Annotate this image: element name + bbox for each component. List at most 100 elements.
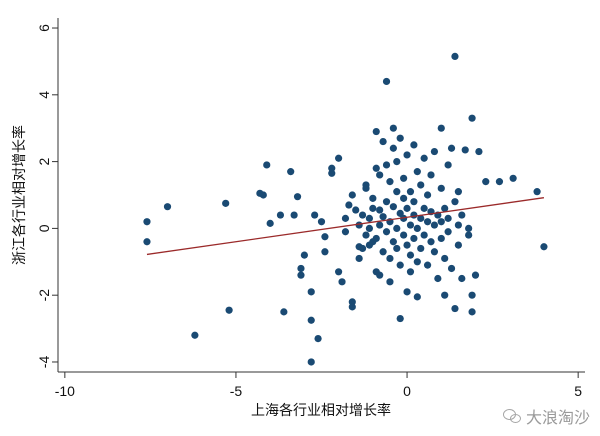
data-point xyxy=(300,251,308,259)
data-point xyxy=(454,188,462,196)
data-point xyxy=(454,221,462,229)
data-point xyxy=(362,231,370,239)
y-tick-label: 0 xyxy=(36,224,52,232)
data-point xyxy=(345,201,353,209)
data-point xyxy=(403,204,411,212)
data-point xyxy=(423,261,432,269)
data-point xyxy=(365,214,374,222)
data-point xyxy=(389,124,397,132)
data-point xyxy=(437,184,445,192)
data-point xyxy=(475,147,483,156)
x-axis-title: 上海各行业相对增长率 xyxy=(251,402,391,419)
data-point xyxy=(400,194,408,202)
data-point xyxy=(382,228,391,236)
data-point xyxy=(393,244,401,253)
data-point xyxy=(420,204,428,212)
data-point xyxy=(365,224,374,232)
data-point xyxy=(290,211,298,219)
data-point xyxy=(163,203,172,211)
data-point xyxy=(376,271,384,279)
data-point xyxy=(280,308,288,316)
data-point xyxy=(314,335,322,343)
data-point xyxy=(410,141,418,149)
data-point xyxy=(321,233,329,241)
data-point xyxy=(382,77,391,86)
data-point xyxy=(222,199,230,207)
data-point xyxy=(393,158,401,166)
data-point xyxy=(386,278,394,286)
y-tick-label: 6 xyxy=(36,24,52,32)
data-point xyxy=(263,161,271,169)
data-point xyxy=(417,181,425,189)
data-point xyxy=(413,293,421,301)
data-point xyxy=(400,174,408,182)
data-point xyxy=(413,168,421,176)
data-point xyxy=(410,234,418,243)
data-point xyxy=(437,218,445,226)
data-point xyxy=(410,211,418,219)
data-point xyxy=(379,248,387,256)
data-point xyxy=(458,274,466,283)
data-point xyxy=(321,248,329,256)
data-point xyxy=(386,254,394,263)
y-tick-label: -2 xyxy=(36,289,52,302)
data-point xyxy=(447,144,456,152)
data-point xyxy=(427,238,435,246)
data-point xyxy=(406,268,415,276)
data-point xyxy=(276,211,285,219)
data-point xyxy=(379,213,387,221)
data-point xyxy=(372,164,380,172)
data-point xyxy=(348,191,356,199)
data-point xyxy=(444,214,452,222)
data-point xyxy=(372,234,380,243)
axes-group xyxy=(57,18,585,373)
data-point xyxy=(382,198,391,206)
data-point xyxy=(307,288,315,296)
data-point xyxy=(434,274,442,283)
data-point xyxy=(447,264,456,273)
y-tick-label: 2 xyxy=(36,158,52,166)
data-point xyxy=(317,218,326,226)
data-point xyxy=(441,204,449,212)
data-point xyxy=(413,258,421,266)
data-point xyxy=(376,171,384,179)
data-point xyxy=(355,254,363,263)
data-point xyxy=(403,151,411,159)
fit-line xyxy=(146,197,545,256)
data-point xyxy=(396,134,404,142)
data-point xyxy=(266,219,274,227)
data-point xyxy=(444,228,452,236)
data-point xyxy=(465,224,473,232)
data-point xyxy=(386,178,394,186)
data-point xyxy=(468,114,476,122)
data-point xyxy=(225,306,233,314)
y-tick-label: 4 xyxy=(36,91,52,99)
data-point xyxy=(191,331,199,339)
data-point xyxy=(406,251,415,259)
data-point xyxy=(389,238,397,246)
data-point xyxy=(406,221,415,229)
data-point xyxy=(358,244,367,253)
data-point xyxy=(376,206,384,214)
data-point xyxy=(341,214,350,222)
x-tick-label: 5 xyxy=(574,383,582,399)
data-point xyxy=(430,147,439,156)
data-point xyxy=(293,193,302,201)
data-point xyxy=(348,303,356,311)
data-point xyxy=(393,224,401,232)
data-point xyxy=(328,169,336,177)
data-point xyxy=(423,218,432,226)
points-layer xyxy=(143,52,548,366)
data-point xyxy=(417,244,425,253)
data-point xyxy=(417,214,425,222)
data-point xyxy=(358,211,367,219)
data-point xyxy=(376,221,384,229)
data-point xyxy=(341,228,350,236)
data-point xyxy=(465,231,473,239)
data-point xyxy=(382,161,391,169)
data-point xyxy=(335,268,343,276)
data-point xyxy=(495,178,504,186)
data-point xyxy=(430,221,439,229)
data-point xyxy=(372,127,380,136)
